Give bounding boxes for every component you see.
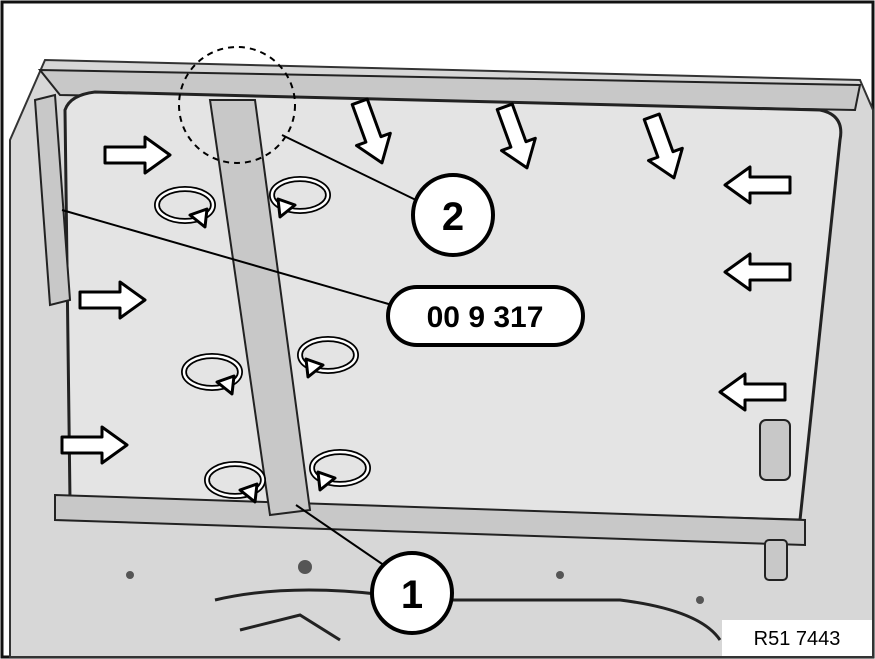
- leader-line-tool: [61, 209, 393, 306]
- tool-number-label: 00 9 317: [427, 301, 544, 334]
- front-guide-strip: [33, 93, 72, 307]
- mount-hole: [696, 596, 704, 604]
- arrow-left-icon: [723, 252, 792, 292]
- rotate-icon: [309, 449, 371, 492]
- leader-line-1: [295, 504, 389, 569]
- rear-latch: [759, 419, 791, 481]
- callout-2-circle: [411, 173, 495, 257]
- arrow-left-icon: [723, 165, 792, 205]
- figure-ref-box: [722, 620, 872, 656]
- callout-2-label: 2: [442, 195, 464, 239]
- arrow-down-icon: [495, 102, 537, 170]
- mount-hole: [126, 571, 134, 579]
- rotate-icon: [269, 176, 331, 219]
- rotate-icon: [297, 336, 359, 379]
- guide-rail: [208, 99, 312, 517]
- arrow-left-icon: [718, 372, 787, 412]
- arrow-right-icon: [60, 425, 129, 465]
- arrow-down-icon: [350, 97, 392, 165]
- rear-bracket: [764, 539, 788, 581]
- tool-number-box: [386, 285, 585, 347]
- mount-hole: [556, 571, 564, 579]
- callout-1-circle: [370, 551, 454, 635]
- rotate-icon: [204, 461, 266, 504]
- lower-channel: [54, 493, 806, 547]
- rotate-icon: [154, 186, 216, 229]
- callout-1-label: 1: [401, 573, 423, 617]
- mount-hole: [298, 560, 312, 574]
- door-frame-top: [37, 68, 862, 112]
- arrow-down-icon: [642, 112, 684, 180]
- arrow-right-icon: [103, 135, 172, 175]
- detail-circle: [178, 46, 296, 164]
- arrow-right-icon: [78, 280, 147, 320]
- leader-line-2: [281, 134, 421, 203]
- figure-ref-label: R51 7443: [754, 628, 841, 650]
- rotate-icon: [181, 353, 243, 396]
